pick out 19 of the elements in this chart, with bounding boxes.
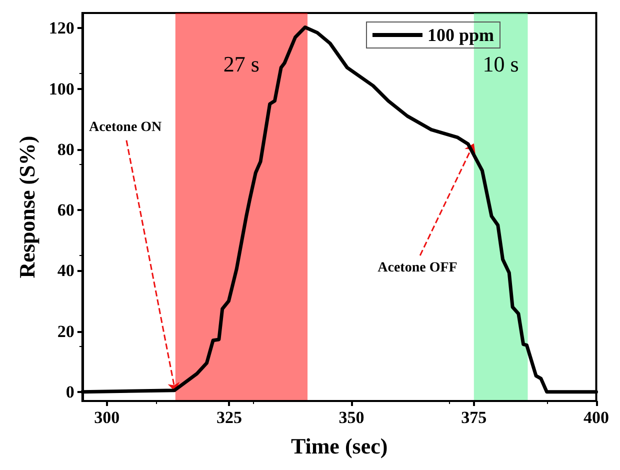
y-tick-label: 40 xyxy=(57,261,74,280)
x-tick-label: 325 xyxy=(216,408,242,427)
y-tick-label: 120 xyxy=(48,18,74,38)
x-tick-label: 400 xyxy=(584,408,609,427)
annotation: Acetone ON xyxy=(88,120,162,135)
y-tick-label: 20 xyxy=(57,322,74,341)
band-label: 27 s xyxy=(223,52,260,76)
annotation: Acetone OFF xyxy=(378,260,458,276)
x-tick-label: 350 xyxy=(338,408,364,427)
y-tick-label: 0 xyxy=(66,382,74,402)
y-tick-label: 60 xyxy=(57,200,74,220)
legend-label: 100 ppm xyxy=(427,25,494,45)
y-tick-label: 100 xyxy=(48,79,74,98)
y-tick-label: 80 xyxy=(57,140,74,159)
x-tick-label: 375 xyxy=(461,408,487,427)
x-axis-title: Time (sec) xyxy=(290,434,388,458)
x-tick-label: 300 xyxy=(94,408,120,427)
band-label: 10 s xyxy=(482,52,519,76)
y-axis-title: Response (S%) xyxy=(14,136,40,278)
